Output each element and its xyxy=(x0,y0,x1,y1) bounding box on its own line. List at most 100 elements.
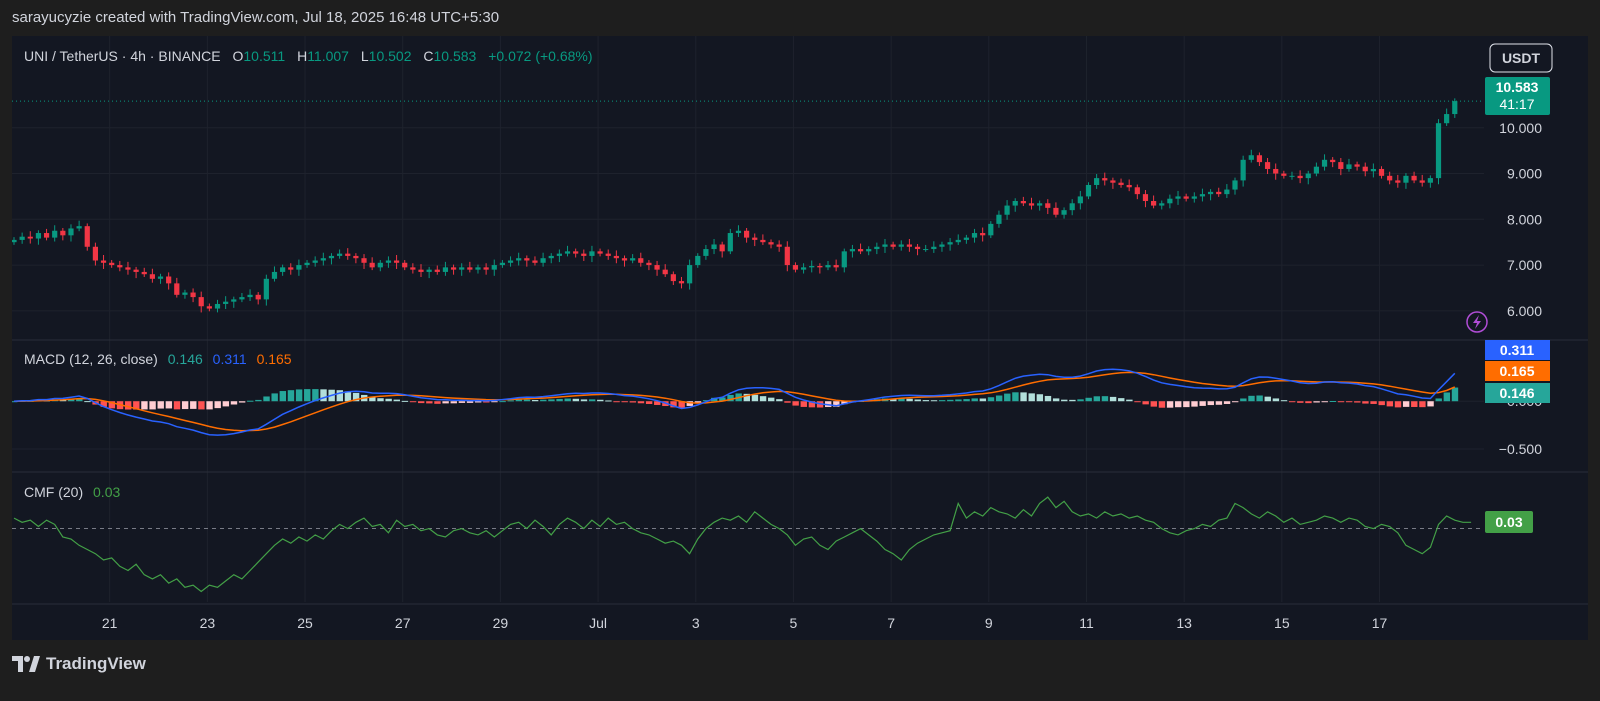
candle[interactable] xyxy=(1411,171,1417,184)
candle[interactable] xyxy=(475,264,481,274)
candle[interactable] xyxy=(328,253,335,265)
candle[interactable] xyxy=(548,253,554,264)
candle[interactable] xyxy=(1297,170,1303,184)
candle[interactable] xyxy=(727,228,733,255)
candle[interactable] xyxy=(1207,189,1214,201)
candle[interactable] xyxy=(271,266,278,282)
candle[interactable] xyxy=(288,263,294,275)
candle[interactable] xyxy=(247,289,253,301)
candle[interactable] xyxy=(898,240,904,251)
candle[interactable] xyxy=(792,262,799,273)
candle[interactable] xyxy=(1435,119,1442,185)
candle[interactable] xyxy=(581,249,587,261)
candle[interactable] xyxy=(613,250,619,264)
candle[interactable] xyxy=(467,261,473,273)
candle[interactable] xyxy=(52,225,58,242)
candle[interactable] xyxy=(223,296,229,309)
candle[interactable] xyxy=(939,241,945,252)
candle[interactable] xyxy=(1126,179,1132,192)
candle[interactable] xyxy=(369,257,375,271)
candle[interactable] xyxy=(255,292,261,305)
candle[interactable] xyxy=(621,255,628,267)
candle[interactable] xyxy=(206,303,212,312)
candle[interactable] xyxy=(914,244,921,256)
flash-icon[interactable] xyxy=(1466,311,1488,333)
candle[interactable] xyxy=(1248,149,1254,163)
candle[interactable] xyxy=(231,296,237,308)
candle[interactable] xyxy=(43,228,50,241)
candle[interactable] xyxy=(84,223,90,251)
candle[interactable] xyxy=(1273,163,1279,180)
candle[interactable] xyxy=(353,253,359,264)
candle[interactable] xyxy=(263,274,269,306)
candle[interactable] xyxy=(320,252,326,266)
candle[interactable] xyxy=(1256,152,1263,166)
candle[interactable] xyxy=(670,271,676,285)
candle[interactable] xyxy=(214,299,221,313)
time-axis[interactable]: 21 23 25 27 29 Jul 3 5 7 9 11 13 15 17 xyxy=(12,603,1588,631)
candle[interactable] xyxy=(1330,157,1336,168)
candle[interactable] xyxy=(564,245,571,257)
candle[interactable] xyxy=(971,228,978,243)
candle[interactable] xyxy=(752,233,758,247)
candle[interactable] xyxy=(890,241,896,250)
cmf-indicator[interactable] xyxy=(13,496,1472,593)
candle[interactable] xyxy=(361,254,367,269)
candle[interactable] xyxy=(638,252,644,267)
candle[interactable] xyxy=(1061,207,1067,219)
candle[interactable] xyxy=(866,246,872,256)
candle[interactable] xyxy=(483,263,489,275)
candle[interactable] xyxy=(1028,197,1035,210)
candle[interactable] xyxy=(695,253,701,268)
candle[interactable] xyxy=(906,238,912,252)
candle[interactable] xyxy=(1151,195,1157,209)
candle[interactable] xyxy=(1077,190,1083,210)
candle[interactable] xyxy=(1102,172,1108,186)
tradingview-logo[interactable]: TradingView xyxy=(12,654,146,674)
candle[interactable] xyxy=(393,255,400,269)
candle[interactable] xyxy=(1378,166,1385,179)
candle[interactable] xyxy=(630,254,636,264)
candle[interactable] xyxy=(109,260,115,268)
candle[interactable] xyxy=(776,240,782,252)
candle[interactable] xyxy=(597,248,603,257)
candle[interactable] xyxy=(76,220,82,232)
candle[interactable] xyxy=(1142,190,1149,208)
candle[interactable] xyxy=(450,264,457,275)
candle[interactable] xyxy=(92,242,98,266)
candle[interactable] xyxy=(1167,194,1173,209)
candle[interactable] xyxy=(507,256,514,267)
candle[interactable] xyxy=(1053,202,1059,218)
candle[interactable] xyxy=(1346,158,1352,172)
candle[interactable] xyxy=(296,259,302,276)
candle[interactable] xyxy=(874,242,880,255)
candle[interactable] xyxy=(1444,108,1450,126)
candle[interactable] xyxy=(117,260,123,272)
candle[interactable] xyxy=(125,261,131,275)
candle[interactable] xyxy=(703,244,709,260)
candle[interactable] xyxy=(280,264,286,276)
candle[interactable] xyxy=(662,264,668,277)
candle[interactable] xyxy=(1313,162,1319,177)
candle[interactable] xyxy=(1110,177,1116,189)
candle[interactable] xyxy=(174,277,180,298)
candle[interactable] xyxy=(190,288,196,303)
candle[interactable] xyxy=(27,231,33,244)
candle[interactable] xyxy=(760,234,766,245)
candle[interactable] xyxy=(678,276,685,289)
candle[interactable] xyxy=(784,241,790,272)
candle[interactable] xyxy=(524,255,530,267)
candle[interactable] xyxy=(735,225,742,237)
candle[interactable] xyxy=(1045,199,1051,215)
candle[interactable] xyxy=(947,238,953,251)
candle[interactable] xyxy=(1159,200,1165,210)
candle[interactable] xyxy=(1118,178,1124,188)
candle[interactable] xyxy=(1403,173,1409,189)
candle[interactable] xyxy=(719,241,725,258)
candle[interactable] xyxy=(1321,154,1328,171)
candle[interactable] xyxy=(100,255,107,269)
candle[interactable] xyxy=(1419,174,1425,187)
candle[interactable] xyxy=(182,289,188,299)
candle[interactable] xyxy=(1370,163,1376,178)
candle[interactable] xyxy=(402,260,408,271)
